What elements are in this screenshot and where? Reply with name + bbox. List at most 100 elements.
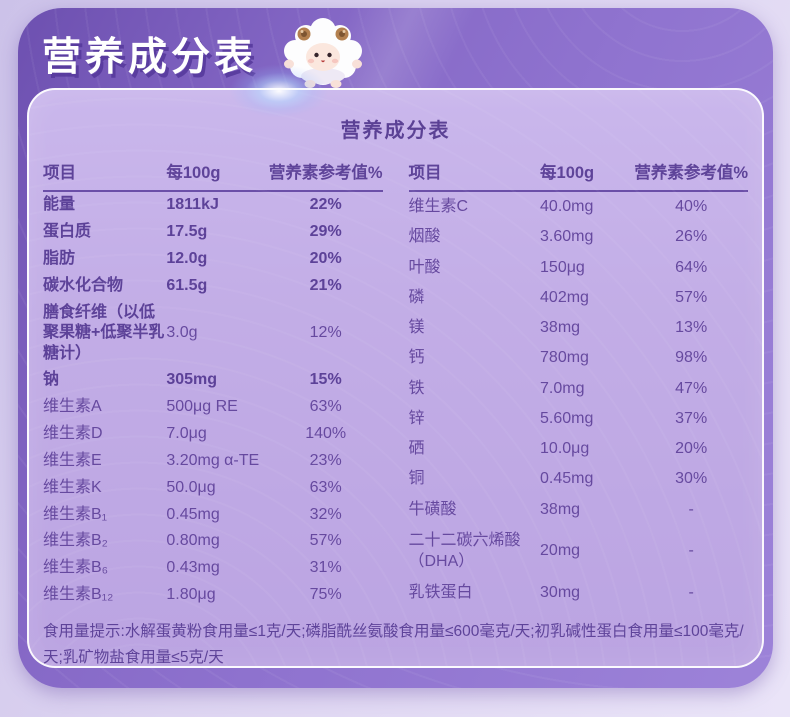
cell-name: 镁	[408, 319, 425, 337]
cell-value: 0.43mg	[166, 559, 220, 577]
cell-name: 钠	[43, 371, 60, 389]
cell-nrv: -	[688, 500, 694, 518]
cell-name: 叶酸	[408, 258, 441, 276]
cell-nrv: 26%	[675, 228, 708, 246]
cell-name: 乳铁蛋白	[408, 584, 473, 602]
cell-nrv: 57%	[309, 532, 342, 550]
cell-nrv: 75%	[309, 586, 342, 604]
cell-value: 3.0g	[166, 324, 198, 342]
table-row: 维生素B₁ 0.45mg 32%	[43, 501, 383, 528]
nutrition-panel: 营养成分表	[18, 8, 773, 688]
cell-value: 3.60mg	[540, 228, 594, 246]
table-row: 维生素B₆ 0.43mg 31%	[43, 555, 383, 582]
table-header-row: 项目 每100g 营养素参考值%	[408, 157, 748, 192]
cell-name: 烟酸	[408, 228, 441, 246]
sheep-mascot-icon	[282, 14, 364, 92]
table-row: 铁 7.0mg 47%	[409, 374, 749, 404]
cell-name: 磷	[408, 288, 425, 306]
cell-value: 305mg	[166, 371, 218, 389]
cell-nrv: 13%	[675, 319, 708, 337]
table-row: 维生素E 3.20mg α-TE 23%	[43, 448, 383, 475]
column-header-item: 项目	[43, 157, 167, 192]
table-row: 锌 5.60mg 37%	[409, 404, 749, 434]
cell-value: 61.5g	[166, 276, 208, 294]
cell-name: 能量	[43, 196, 76, 214]
cell-nrv: 31%	[309, 559, 342, 577]
cell-nrv: 57%	[675, 288, 708, 306]
table-row: 蛋白质 17.5g 29%	[43, 219, 383, 246]
cell-name: 维生素B₂	[43, 532, 108, 550]
column-header-nrv: 营养素参考值%	[268, 157, 383, 192]
cell-nrv: 47%	[675, 379, 708, 397]
table-row: 碳水化合物 61.5g 21%	[43, 273, 383, 300]
cell-nrv: 63%	[309, 478, 342, 496]
cell-nrv: 21%	[309, 276, 342, 294]
usage-note: 食用量提示:水解蛋黄粉食用量≤1克/天;磷脂酰丝氨酸食用量≤600毫克/天;初乳…	[43, 622, 744, 667]
cell-value: 17.5g	[166, 223, 208, 241]
table-row: 镁 38mg 13%	[409, 313, 749, 343]
cell-nrv: 23%	[309, 451, 342, 469]
cell-value: 7.0mg	[540, 379, 585, 397]
cell-name: 蛋白质	[43, 223, 92, 241]
cell-nrv: 12%	[309, 324, 342, 342]
cell-value: 402mg	[540, 288, 589, 306]
panel-header	[18, 8, 773, 88]
cell-name: 膳食纤维（以低聚果糖+低聚半乳糖计）	[43, 303, 165, 362]
table-title: 营养成分表	[340, 120, 451, 142]
table-row: 膳食纤维（以低聚果糖+低聚半乳糖计） 3.0g 12%	[43, 299, 383, 367]
cell-value: 38mg	[540, 319, 581, 337]
table-row: 叶酸 150μg 64%	[409, 253, 749, 283]
column-header-item: 项目	[408, 157, 541, 192]
cell-value: 30mg	[540, 584, 581, 602]
cell-value: 500μg RE	[166, 398, 238, 416]
cell-value: 1.80μg	[166, 586, 216, 604]
cell-value: 20mg	[540, 542, 581, 560]
cell-value: 150μg	[540, 258, 585, 276]
table-row: 硒 10.0μg 20%	[409, 434, 749, 464]
cell-nrv: 29%	[309, 223, 342, 241]
nutrition-card: 营养成分表 项目 每100g 营养素参考值% 能量 1811kJ 22% 蛋白质 17.…	[27, 64, 764, 668]
cell-name: 维生素D	[43, 425, 103, 443]
table-row: 烟酸 3.60mg 26%	[409, 222, 749, 252]
cell-name: 维生素C	[408, 197, 469, 215]
table-row: 脂肪 12.0g 20%	[43, 246, 383, 273]
cell-value: 5.60mg	[540, 409, 594, 427]
cell-nrv: 20%	[675, 440, 708, 458]
table-row: 磷 402mg 57%	[409, 283, 749, 313]
cell-name: 铁	[408, 379, 425, 397]
cell-name: 锌	[408, 409, 425, 427]
table-row: 二十二碳六烯酸（DHA） 20mg -	[409, 525, 749, 578]
cell-nrv: 22%	[309, 196, 342, 214]
table-row: 维生素K 50.0μg 63%	[43, 475, 383, 502]
cell-nrv: 64%	[675, 258, 708, 276]
column-header-per100g: 每100g	[166, 157, 269, 192]
table-row: 维生素B₁₂ 1.80μg 75%	[43, 582, 383, 609]
cell-name: 硒	[408, 440, 425, 458]
table-row: 维生素B₂ 0.80mg 57%	[43, 528, 383, 555]
cell-value: 1811kJ	[166, 196, 219, 214]
cell-name: 维生素B₁	[43, 505, 108, 523]
cell-name: 钙	[408, 349, 425, 367]
table-row: 维生素A 500μg RE 63%	[43, 394, 383, 421]
cell-value: 10.0μg	[540, 440, 590, 458]
cell-value: 7.0μg	[166, 425, 207, 443]
table-row: 维生素D 7.0μg 140%	[43, 421, 383, 448]
cell-nrv: 32%	[309, 505, 342, 523]
cell-name: 维生素K	[43, 478, 102, 496]
cell-nrv: 40%	[675, 197, 708, 215]
column-header-per100g: 每100g	[540, 157, 635, 192]
cell-value: 50.0μg	[166, 478, 216, 496]
cell-value: 0.45mg	[166, 505, 220, 523]
cell-nrv: 98%	[675, 349, 708, 367]
table-row: 铜 0.45mg 30%	[409, 465, 749, 495]
nutrition-table-right: 项目 每100g 营养素参考值% 维生素C 40.0mg 40% 烟酸 3.60mg 26…	[408, 157, 749, 609]
cell-name: 维生素B₆	[43, 559, 109, 577]
cell-value: 3.20mg α-TE	[166, 451, 260, 469]
cell-value: 12.0g	[166, 249, 208, 267]
cell-name: 牛磺酸	[408, 500, 457, 518]
table-row: 能量 1811kJ 22%	[43, 191, 383, 219]
cell-name: 维生素E	[43, 451, 102, 469]
cell-value: 0.45mg	[540, 470, 594, 488]
cell-nrv: -	[688, 542, 694, 560]
cell-name: 铜	[408, 470, 425, 488]
